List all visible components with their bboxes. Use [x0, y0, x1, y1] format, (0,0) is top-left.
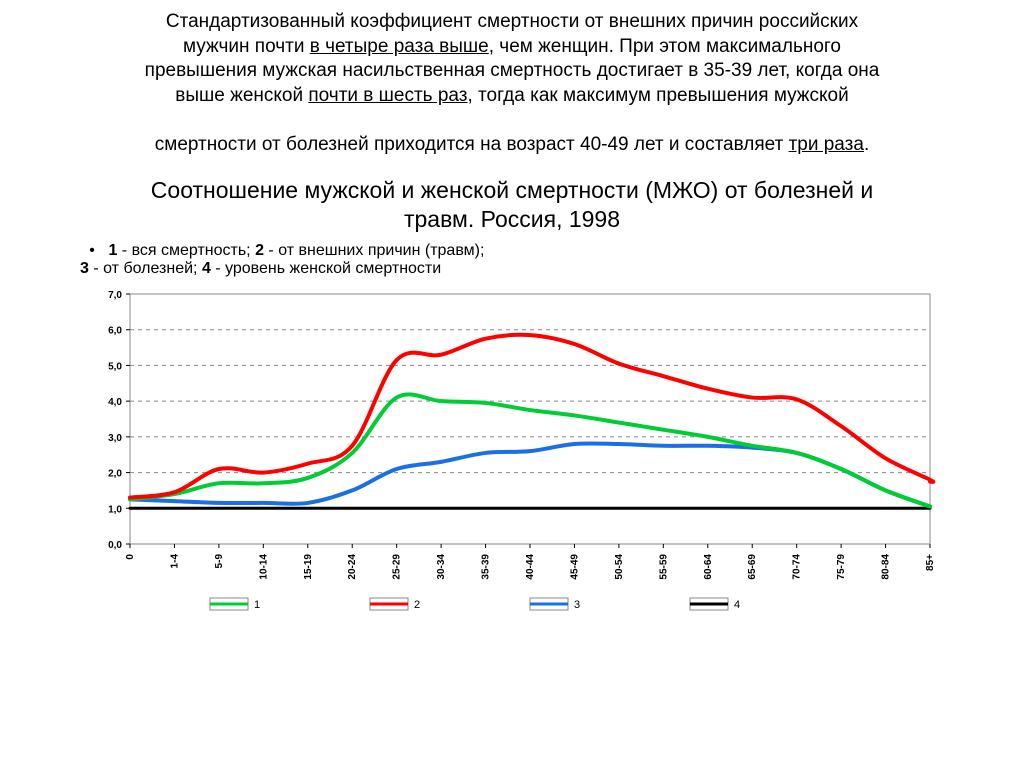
svg-text:2,0: 2,0 [108, 468, 122, 479]
svg-text:6,0: 6,0 [108, 325, 122, 336]
series-label: - уровень женской смертности [211, 260, 441, 277]
series-num: 3 [80, 260, 89, 277]
series-label: - от болезней; [89, 260, 202, 277]
bullet-icon: • [80, 242, 104, 260]
svg-text:70-74: 70-74 [792, 553, 803, 579]
svg-text:4: 4 [734, 599, 740, 611]
svg-text:2: 2 [414, 599, 420, 611]
svg-text:5,0: 5,0 [108, 361, 122, 372]
line-chart: 0,0 1,0 2,0 3,0 4,0 5,0 6,0 7,0 0 1-4 5-9 10-14 15-1… [80, 284, 950, 624]
svg-text:40-44: 40-44 [525, 553, 536, 579]
header-line: мужчин почти [183, 36, 310, 57]
header-line: , тогда как максимум превышения мужской [467, 85, 848, 106]
chart-title: Соотношение мужской и женской смертности… [30, 176, 994, 234]
header-underline: три раза [789, 134, 864, 155]
svg-text:85+: 85+ [925, 553, 936, 570]
header-line: Стандартизованный коэффициент смертности… [166, 11, 858, 32]
svg-text:0: 0 [125, 553, 136, 559]
header-paragraph: Стандартизованный коэффициент смертности… [30, 10, 994, 158]
svg-text:65-69: 65-69 [747, 553, 758, 579]
header-line: превышения мужская насильственная смертн… [145, 60, 880, 81]
series-num: 2 [255, 242, 264, 259]
svg-text:10-14: 10-14 [258, 553, 269, 579]
svg-text:45-49: 45-49 [569, 553, 580, 579]
series-label: - вся смертность; [117, 242, 255, 259]
header-line: выше женской [175, 85, 308, 106]
chart-container: 0,0 1,0 2,0 3,0 4,0 5,0 6,0 7,0 0 1-4 5-9 10-14 15-1… [80, 284, 994, 624]
header-underline: в четыре раза выше [310, 36, 489, 57]
svg-text:30-34: 30-34 [436, 553, 447, 579]
svg-text:4,0: 4,0 [108, 397, 122, 408]
svg-text:1-4: 1-4 [169, 553, 180, 568]
svg-text:7,0: 7,0 [108, 290, 122, 301]
svg-text:1: 1 [254, 599, 260, 611]
chart-title-line: Соотношение мужской и женской смертности… [151, 177, 873, 203]
series-label: - от внешних причин (травм); [264, 242, 484, 259]
svg-text:3,0: 3,0 [108, 432, 122, 443]
series-num: 4 [202, 260, 211, 277]
svg-text:5-9: 5-9 [214, 553, 225, 568]
svg-text:50-54: 50-54 [614, 553, 625, 579]
svg-text:20-24: 20-24 [347, 553, 358, 579]
chart-title-line: травм. Россия, 1998 [404, 206, 620, 232]
series-description: • 1 - вся смертность; 2 - от внешних при… [80, 242, 994, 278]
header-line: смертности от болезней приходится на воз… [155, 134, 789, 155]
svg-text:25-29: 25-29 [392, 553, 403, 579]
svg-text:75-79: 75-79 [836, 553, 847, 579]
header-line: . [864, 134, 869, 155]
svg-text:80-84: 80-84 [881, 553, 892, 579]
svg-text:1,0: 1,0 [108, 504, 122, 515]
svg-text:60-64: 60-64 [703, 553, 714, 579]
header-line: , чем женщин. При этом максимального [489, 36, 841, 57]
svg-text:3: 3 [574, 599, 580, 611]
svg-text:35-39: 35-39 [481, 553, 492, 579]
header-underline: почти в шесть раз [308, 85, 467, 106]
svg-text:15-19: 15-19 [303, 553, 314, 579]
svg-text:0,0: 0,0 [108, 540, 122, 551]
svg-text:55-59: 55-59 [658, 553, 669, 579]
